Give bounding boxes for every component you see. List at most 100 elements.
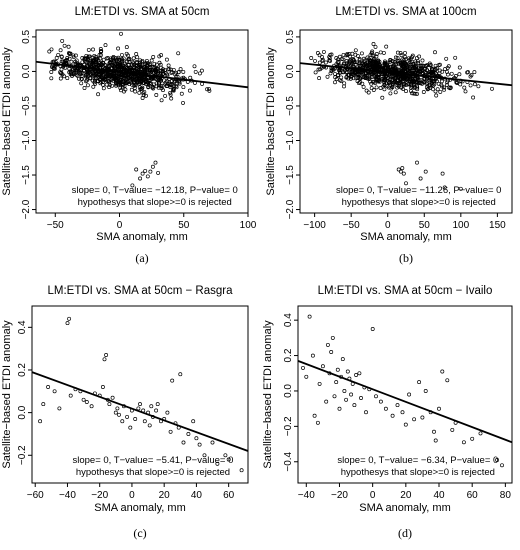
data-point bbox=[356, 71, 361, 76]
data-point bbox=[148, 65, 153, 70]
y-tick-label: 0.0 bbox=[285, 64, 296, 78]
data-point bbox=[413, 64, 418, 69]
data-point bbox=[84, 79, 88, 84]
panel-title: LM:ETDI vs. SMA at 50cm bbox=[75, 6, 210, 18]
data-point bbox=[98, 70, 103, 75]
data-point bbox=[79, 74, 84, 79]
data-point bbox=[151, 70, 156, 75]
data-point bbox=[320, 364, 325, 369]
data-point bbox=[349, 74, 354, 79]
data-point bbox=[324, 399, 329, 404]
data-point bbox=[138, 402, 142, 407]
data-point bbox=[111, 55, 116, 59]
data-point bbox=[134, 76, 139, 81]
y-tick-label: −1.0 bbox=[21, 130, 32, 150]
data-point bbox=[112, 72, 117, 77]
data-point bbox=[95, 62, 100, 67]
data-point bbox=[157, 83, 161, 88]
data-point bbox=[143, 62, 148, 67]
data-point bbox=[65, 76, 70, 81]
data-point bbox=[461, 440, 466, 445]
data-point bbox=[361, 84, 366, 89]
data-point bbox=[396, 81, 401, 86]
data-point bbox=[207, 88, 212, 93]
data-point bbox=[421, 90, 426, 94]
data-point bbox=[446, 64, 451, 69]
data-point bbox=[192, 64, 197, 69]
data-point bbox=[426, 86, 431, 91]
plot-frame bbox=[299, 29, 513, 214]
data-point bbox=[73, 53, 78, 58]
data-point bbox=[455, 81, 460, 85]
data-point bbox=[65, 321, 70, 326]
data-point bbox=[396, 67, 401, 72]
data-point bbox=[411, 61, 416, 66]
data-point bbox=[390, 59, 395, 63]
data-point bbox=[371, 88, 376, 92]
data-point bbox=[420, 415, 425, 420]
data-point bbox=[349, 392, 354, 397]
data-point bbox=[103, 43, 108, 48]
data-point bbox=[313, 70, 318, 75]
data-point bbox=[304, 374, 309, 379]
y-tick-label: 0.5 bbox=[21, 30, 32, 44]
data-point bbox=[401, 76, 406, 81]
data-point bbox=[70, 73, 74, 78]
data-point bbox=[316, 67, 321, 72]
data-point bbox=[165, 81, 170, 86]
x-tick-label: 100 bbox=[240, 220, 257, 231]
x-axis-label: SMA anomaly, mm bbox=[96, 231, 188, 243]
data-point bbox=[154, 62, 159, 67]
data-point bbox=[471, 95, 476, 100]
data-point bbox=[110, 395, 115, 400]
data-point bbox=[380, 65, 385, 70]
data-point bbox=[158, 62, 163, 67]
data-point bbox=[373, 71, 378, 76]
data-point bbox=[414, 79, 418, 84]
data-point bbox=[118, 86, 123, 90]
data-point bbox=[154, 408, 159, 413]
data-point bbox=[169, 96, 174, 101]
x-tick-label: −50 bbox=[47, 220, 64, 231]
data-point bbox=[344, 59, 349, 64]
stats-annotation: slope= 0, T−value= −5.41, P−value= 0 bbox=[72, 455, 233, 466]
data-point bbox=[368, 79, 373, 84]
data-point bbox=[432, 79, 437, 84]
data-point bbox=[171, 88, 176, 93]
data-point bbox=[95, 56, 100, 61]
data-point bbox=[91, 47, 95, 52]
data-point bbox=[344, 75, 349, 80]
data-point bbox=[128, 425, 133, 430]
data-point bbox=[376, 64, 381, 69]
data-point bbox=[134, 167, 139, 172]
x-tick-label: −40 bbox=[298, 490, 315, 501]
data-point bbox=[378, 86, 383, 90]
data-point bbox=[437, 71, 442, 76]
data-point bbox=[226, 457, 231, 462]
data-point bbox=[91, 63, 96, 68]
data-point bbox=[59, 55, 64, 59]
data-point bbox=[411, 91, 416, 96]
data-point bbox=[168, 92, 173, 97]
data-point bbox=[325, 74, 330, 79]
data-point bbox=[135, 80, 140, 85]
data-point bbox=[423, 169, 428, 174]
data-point bbox=[365, 76, 370, 81]
plot-frame bbox=[297, 305, 513, 484]
data-point bbox=[412, 417, 417, 422]
data-point bbox=[113, 78, 118, 83]
data-point bbox=[179, 91, 184, 96]
data-point bbox=[391, 63, 396, 68]
data-point bbox=[199, 68, 204, 73]
data-point bbox=[128, 66, 133, 71]
data-point bbox=[329, 68, 334, 73]
data-point bbox=[359, 396, 363, 400]
data-point bbox=[374, 52, 379, 56]
y-tick-label: −0.2 bbox=[17, 445, 28, 465]
data-point bbox=[104, 353, 109, 357]
data-point bbox=[144, 93, 148, 98]
data-point bbox=[347, 73, 352, 78]
data-point bbox=[92, 53, 97, 58]
y-tick-label: 0.4 bbox=[283, 313, 294, 327]
data-point bbox=[378, 399, 383, 404]
